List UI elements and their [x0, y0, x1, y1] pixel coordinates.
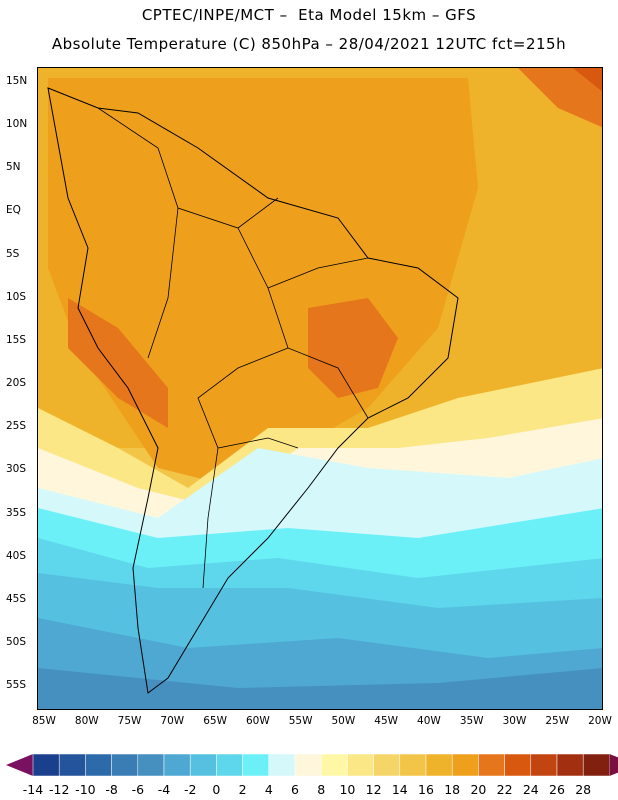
latitude-label: 35S [6, 506, 27, 519]
longitude-label: 25W [545, 715, 570, 727]
longitude-label: 70W [160, 715, 185, 727]
colorbar-swatch [216, 753, 243, 777]
colorbar-swatch [242, 753, 270, 777]
longitude-label: 20W [588, 715, 612, 727]
colorbar-swatch [137, 753, 165, 777]
latitude-label: 20S [6, 377, 27, 390]
colorbar-swatch [582, 753, 610, 777]
temperature-map [37, 67, 603, 710]
colorbar-swatch [425, 753, 453, 777]
colorbar-label: 2 [238, 782, 247, 797]
latitude-label: 10S [6, 290, 27, 303]
colorbar-label: -6 [131, 782, 145, 797]
temperature-field [38, 68, 602, 709]
chart-title-line-1: CPTEC/INPE/MCT – Eta Model 15km – GFS [141, 6, 477, 24]
latitude-label: 50S [6, 635, 27, 648]
colorbar-label: 20 [470, 782, 487, 797]
colorbar-swatch [163, 753, 191, 777]
latitude-label: 5N [6, 161, 21, 174]
latitude-label: 55S [6, 679, 27, 692]
colorbar-label: -12 [48, 782, 70, 797]
colorbar-swatch [347, 753, 374, 777]
longitude-label: 40W [417, 715, 441, 727]
latitude-label: 10N [6, 118, 28, 131]
latitude-label: 40S [6, 549, 27, 562]
colorbar-label: -4 [157, 782, 171, 797]
colorbar-swatch [32, 753, 60, 777]
colorbar-label: 10 [339, 782, 356, 797]
colorbar-label: 22 [496, 782, 513, 797]
colorbar-label: 16 [418, 782, 434, 797]
colorbar-swatch [451, 753, 479, 777]
colorbar-label: 0 [212, 782, 221, 797]
longitude-label: 75W [117, 715, 142, 727]
colorbar-label: -14 [22, 782, 44, 797]
latitude-label: 25S [6, 420, 27, 433]
colorbar-swatch [111, 753, 139, 777]
longitude-label: 50W [331, 715, 356, 727]
colorbar-swatch [556, 753, 584, 777]
colorbar-label: 12 [365, 782, 382, 797]
colorbar-label: -10 [75, 782, 96, 797]
colorbar-swatch [320, 753, 348, 777]
latitude-label: 5S [6, 247, 20, 260]
colorbar-swatch [189, 753, 217, 777]
colorbar-swatch [268, 753, 296, 777]
colorbar-label: -2 [183, 782, 197, 797]
colorbar-swatch [530, 753, 558, 777]
longitude-label: 80W [74, 715, 99, 727]
latitude-label: 15S [6, 333, 27, 346]
longitude-label: 45W [374, 715, 399, 727]
colorbar-label: 4 [264, 782, 273, 797]
colorbar-swatch [504, 753, 532, 777]
colorbar-label: 6 [291, 782, 299, 797]
colorbar-swatch [58, 753, 86, 777]
colorbar-swatch [85, 753, 112, 777]
colorbar-label: -8 [105, 782, 118, 797]
latitude-label: 15N [6, 75, 28, 87]
temperature-colorbar [6, 753, 618, 777]
colorbar-label: 28 [575, 782, 592, 797]
longitude-label: 35W [459, 715, 484, 727]
colorbar-label: 24 [522, 782, 539, 797]
longitude-label: 85W [32, 715, 56, 727]
latitude-label: 45S [6, 592, 27, 605]
colorbar-high-arrow [609, 754, 618, 776]
colorbar-swatch [373, 753, 401, 777]
longitude-label: 55W [288, 715, 313, 727]
colorbar-swatch [294, 753, 322, 777]
latitude-label: 30S [6, 463, 27, 476]
colorbar-label: 14 [391, 782, 408, 797]
longitude-label: 30W [502, 715, 527, 727]
colorbar-swatch [478, 753, 505, 777]
longitude-label: 60W [245, 715, 270, 727]
colorbar-swatch [399, 753, 427, 777]
chart-title-line-2: Absolute Temperature (C) 850hPa – 28/04/… [51, 35, 567, 53]
colorbar-low-arrow [6, 754, 33, 776]
colorbar-label: 26 [549, 782, 565, 797]
colorbar-label: 18 [444, 782, 461, 797]
colorbar-label: 8 [317, 782, 326, 797]
latitude-label: EQ [6, 204, 21, 217]
longitude-label: 65W [203, 715, 227, 727]
